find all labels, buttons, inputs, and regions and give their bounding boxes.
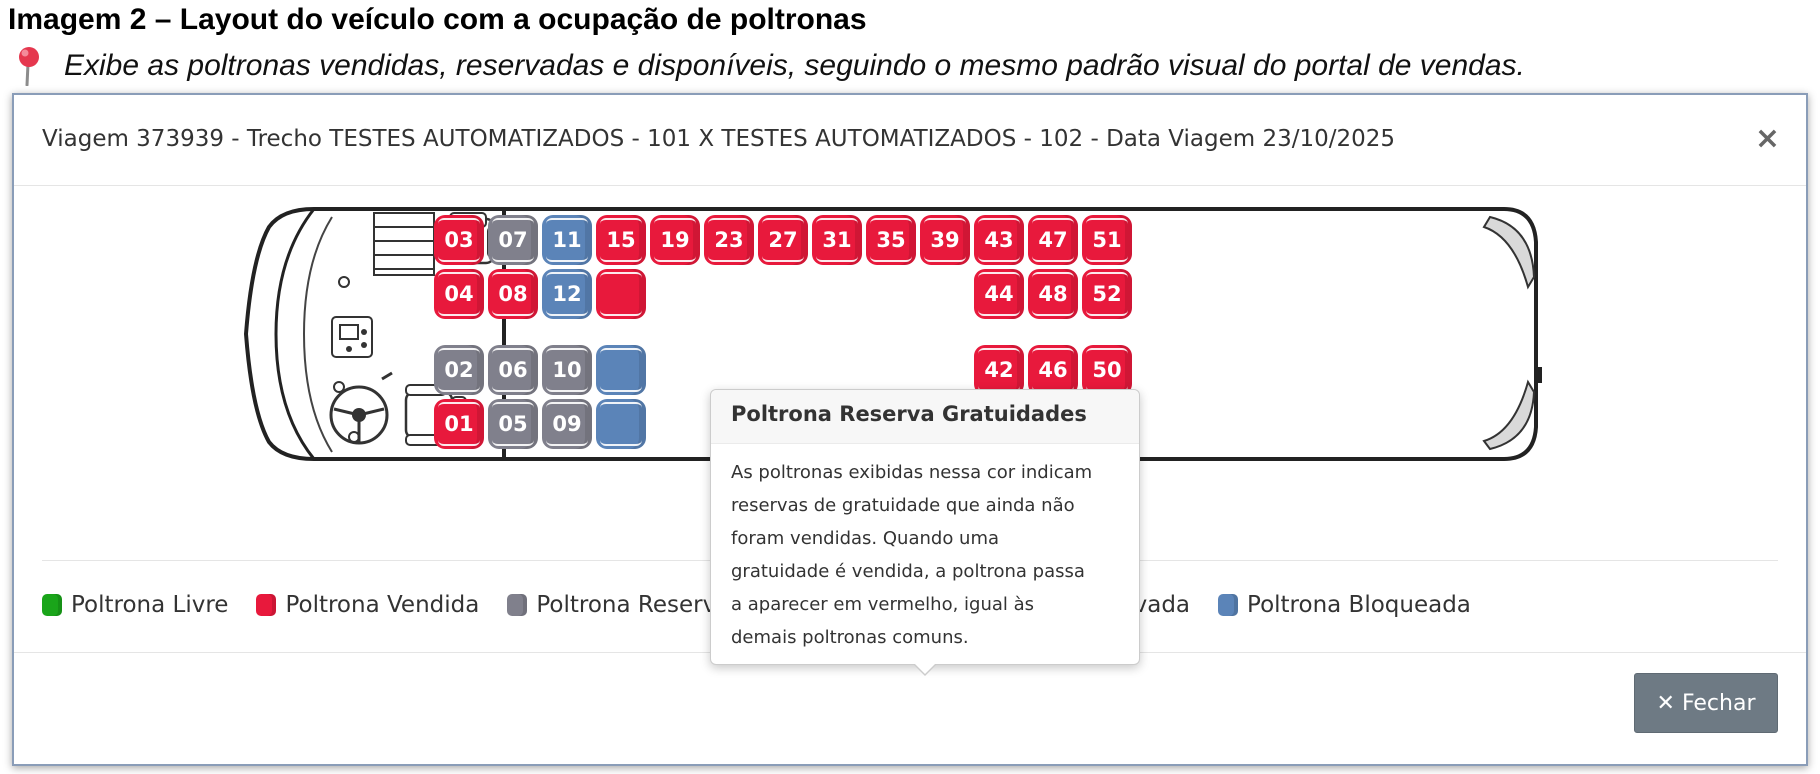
seat-01[interactable]: 01 <box>434 399 484 449</box>
seat-swatch-icon <box>42 594 62 616</box>
seat-52[interactable]: 52 <box>1082 269 1132 319</box>
seat-number: 51 <box>1092 228 1122 252</box>
tooltip-line: gratuidade é vendida, a poltrona passa <box>731 561 1085 582</box>
seat-hidden-edge <box>596 269 646 319</box>
seat-number: 48 <box>1038 282 1068 306</box>
seat-number: 42 <box>984 358 1014 382</box>
seat-03[interactable]: 03 <box>434 215 484 265</box>
seat-09[interactable]: 09 <box>542 399 592 449</box>
seat-number: 04 <box>444 282 474 306</box>
close-x-icon: ✕ <box>1656 690 1675 716</box>
seat-31[interactable]: 31 <box>812 215 862 265</box>
seat-44[interactable]: 44 <box>974 269 1024 319</box>
legend-item-livre: Poltrona Livre <box>42 592 228 618</box>
seat-map-modal: Viagem 373939 - Trecho TESTES AUTOMATIZA… <box>12 93 1808 766</box>
seat-10[interactable]: 10 <box>542 345 592 395</box>
seat-51[interactable]: 51 <box>1082 215 1132 265</box>
seat-27[interactable]: 27 <box>758 215 808 265</box>
seat-number: 05 <box>498 412 528 436</box>
pushpin-icon <box>14 46 44 86</box>
modal-header: Viagem 373939 - Trecho TESTES AUTOMATIZA… <box>14 95 1806 186</box>
seat-swatch-icon <box>507 594 528 616</box>
seat-35[interactable]: 35 <box>866 215 916 265</box>
legend-item-bloqueada: Poltrona Bloqueada <box>1218 592 1471 618</box>
seat-48[interactable]: 48 <box>1028 269 1078 319</box>
seat-number: 23 <box>714 228 744 252</box>
seat-number: 52 <box>1092 282 1122 306</box>
seat-number: 46 <box>1038 358 1068 382</box>
close-icon[interactable]: × <box>1754 121 1780 156</box>
seat-02[interactable]: 02 <box>434 345 484 395</box>
tooltip-arrow <box>913 663 937 676</box>
seat-11[interactable]: 11 <box>542 215 592 265</box>
seat-06[interactable]: 06 <box>488 345 538 395</box>
seat-hidden-edge <box>596 345 646 395</box>
seat-05[interactable]: 05 <box>488 399 538 449</box>
seat-number: 15 <box>606 228 636 252</box>
seat-46[interactable]: 46 <box>1028 345 1078 395</box>
tooltip-body: As poltronas exibidas nessa cor indicam … <box>711 444 1139 654</box>
legend-item-vendida: Poltrona Vendida <box>256 592 479 618</box>
gratuidade-tooltip: Poltrona Reserva Gratuidades As poltrona… <box>710 389 1140 676</box>
seat-number: 02 <box>444 358 474 382</box>
seat-15[interactable]: 15 <box>596 215 646 265</box>
seat-number: 27 <box>768 228 798 252</box>
seat-number: 47 <box>1038 228 1068 252</box>
seat-number: 03 <box>444 228 474 252</box>
modal-title: Viagem 373939 - Trecho TESTES AUTOMATIZA… <box>42 126 1396 152</box>
tooltip-line: reservas de gratuidade que ainda não <box>731 495 1075 516</box>
seat-number: 31 <box>822 228 852 252</box>
close-button-label: Fechar <box>1681 690 1756 716</box>
seat-47[interactable]: 47 <box>1028 215 1078 265</box>
seat-number: 06 <box>498 358 528 382</box>
legend-label: Poltrona Livre <box>71 592 229 618</box>
seat-number: 10 <box>552 358 582 382</box>
legend-label: Poltrona Bloqueada <box>1247 592 1471 618</box>
seat-43[interactable]: 43 <box>974 215 1024 265</box>
tooltip-line: foram vendidas. Quando uma <box>731 528 1000 549</box>
seat-04[interactable]: 04 <box>434 269 484 319</box>
close-button[interactable]: ✕ Fechar <box>1634 673 1778 733</box>
seat-number: 08 <box>498 282 528 306</box>
seat-50[interactable]: 50 <box>1082 345 1132 395</box>
tooltip-line: a aparecer em vermelho, igual às <box>731 594 1035 615</box>
seat-hidden-edge <box>596 399 646 449</box>
seat-number: 11 <box>552 228 582 252</box>
legend-label: Poltrona Vendida <box>285 592 480 618</box>
seat-swatch-icon <box>1218 594 1239 616</box>
seat-number: 01 <box>444 412 474 436</box>
seat-19[interactable]: 19 <box>650 215 700 265</box>
document-heading: Imagem 2 – Layout do veículo com a ocupa… <box>8 3 867 36</box>
seat-42[interactable]: 42 <box>974 345 1024 395</box>
document-caption: Exibe as poltronas vendidas, reservadas … <box>14 46 1525 86</box>
seat-number: 43 <box>984 228 1014 252</box>
seat-number: 35 <box>876 228 906 252</box>
seat-number: 09 <box>552 412 582 436</box>
tooltip-line: demais poltronas comuns. <box>731 627 969 648</box>
seat-number: 07 <box>498 228 528 252</box>
seat-12[interactable]: 12 <box>542 269 592 319</box>
seat-swatch-icon <box>256 594 277 616</box>
seat-39[interactable]: 39 <box>920 215 970 265</box>
seat-number: 12 <box>552 282 582 306</box>
seat-08[interactable]: 08 <box>488 269 538 319</box>
seat-number: 44 <box>984 282 1014 306</box>
seat-07[interactable]: 07 <box>488 215 538 265</box>
seat-23[interactable]: 23 <box>704 215 754 265</box>
seat-number: 50 <box>1092 358 1122 382</box>
tooltip-line: As poltronas exibidas nessa cor indicam <box>731 462 1093 483</box>
bus-layout: 03 07 11 15 19 23 27 31 35 39 43 47 51 04 08 12 44 48 52 02… <box>14 187 1806 507</box>
tooltip-title: Poltrona Reserva Gratuidades <box>711 390 1139 444</box>
seat-number: 19 <box>660 228 690 252</box>
seat-number: 39 <box>930 228 960 252</box>
caption-text: Exibe as poltronas vendidas, reservadas … <box>64 49 1525 82</box>
